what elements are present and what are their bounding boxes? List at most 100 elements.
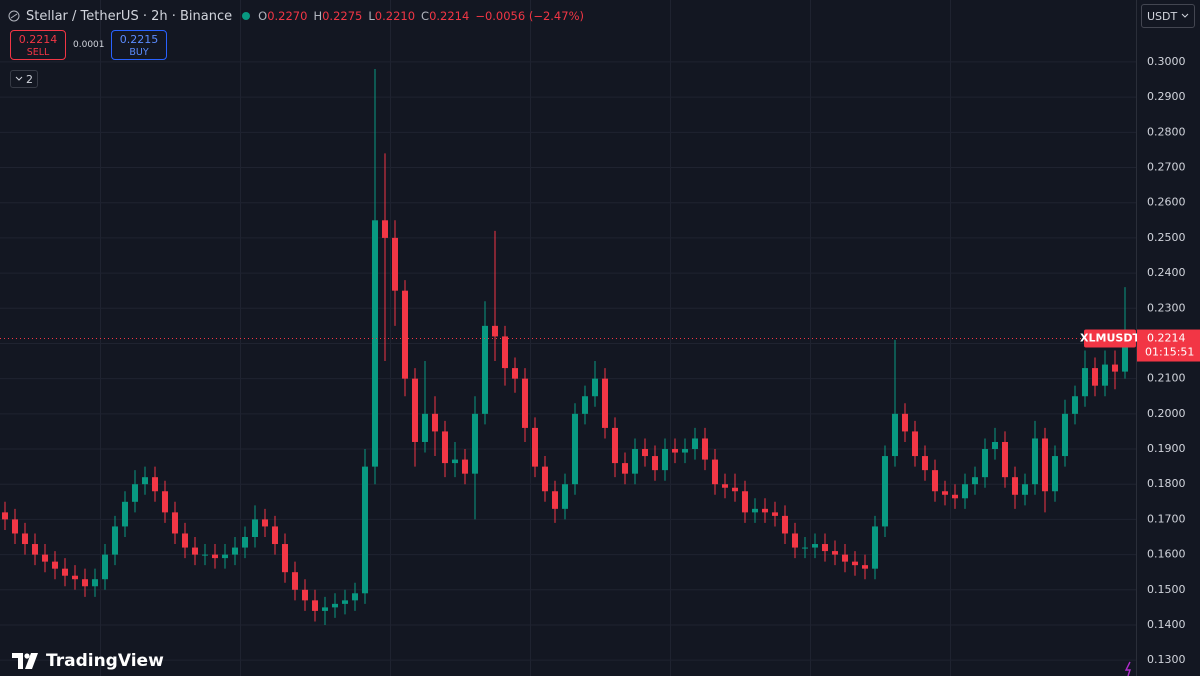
buy-price: 0.2215	[119, 33, 159, 46]
candle-body	[152, 477, 158, 492]
ohlc-key: C	[421, 9, 430, 23]
candle-body	[1042, 438, 1048, 492]
y-tick-label: 0.1300	[1147, 653, 1186, 666]
candle-body	[432, 413, 438, 432]
candle-body	[52, 561, 58, 569]
candle-body	[292, 572, 298, 590]
candle-body	[282, 544, 288, 573]
candle-body	[882, 456, 888, 527]
candle-body	[182, 533, 188, 548]
candle-body	[672, 449, 678, 453]
brand-name: TradingView	[46, 651, 164, 671]
candle-body	[142, 477, 148, 485]
candle-body	[242, 536, 248, 548]
candle-body	[622, 463, 628, 474]
candle-body	[782, 515, 788, 534]
indicators-count: 2	[26, 72, 33, 86]
candle-body	[422, 413, 428, 442]
candle-body	[192, 547, 198, 555]
candle-body	[992, 441, 998, 450]
candle-body	[392, 237, 398, 291]
y-tick-label: 0.1700	[1147, 512, 1186, 525]
candle-body	[592, 378, 598, 397]
candle-body	[2, 512, 8, 520]
candle-body	[32, 544, 38, 555]
candle-body	[962, 484, 968, 499]
candle-body	[172, 512, 178, 534]
y-tick-label: 0.2000	[1147, 407, 1186, 420]
candles	[2, 68, 1128, 625]
y-tick-label: 0.2500	[1147, 231, 1186, 244]
y-tick-label: 0.1400	[1147, 618, 1186, 631]
candle-body	[1012, 477, 1018, 495]
candle-body	[632, 449, 638, 474]
candle-body	[82, 579, 88, 587]
candle-body	[322, 607, 328, 611]
y-tick-label: 0.2400	[1147, 266, 1186, 279]
candle-body	[922, 456, 928, 471]
y-tick-label: 0.1600	[1147, 548, 1186, 561]
candle-body	[362, 466, 368, 594]
grid: 0.1300 0.1400 0.1500 0.1600 0.1700 0.1800 0.19…	[0, 55, 1186, 666]
candle-body	[582, 396, 588, 414]
candle-body	[612, 427, 618, 464]
candle-body	[1022, 484, 1028, 495]
candle-body	[1082, 368, 1088, 397]
currency: USDT	[1147, 9, 1178, 23]
candle-body	[572, 413, 578, 485]
candle-body	[42, 554, 48, 562]
spread: 0.0001	[73, 40, 105, 50]
candle-body	[802, 547, 808, 549]
candle-body	[952, 494, 958, 499]
y-tick-label: 0.2600	[1147, 196, 1186, 209]
candle-body	[62, 568, 68, 576]
buy-button[interactable]: 0.2215 BUY	[111, 30, 167, 60]
candle-body	[162, 491, 168, 513]
candle-body	[752, 508, 758, 513]
candle-body	[22, 533, 28, 545]
candle-body	[902, 413, 908, 432]
price-tag-bg	[1137, 329, 1200, 362]
candle-body	[892, 413, 898, 457]
candle-body	[1032, 438, 1038, 485]
candle-body	[562, 484, 568, 509]
candle-body	[772, 512, 778, 516]
y-tick-label: 0.1500	[1147, 583, 1186, 596]
candle-body	[132, 484, 138, 502]
candle-body	[122, 501, 128, 527]
price-tag: 0.2214	[1147, 332, 1186, 345]
candle-body	[92, 579, 98, 587]
y-tick-label: 0.3000	[1147, 55, 1186, 68]
candle-body	[1122, 338, 1128, 372]
candle-body	[502, 336, 508, 369]
indicators-toggle[interactable]: 2	[10, 70, 38, 88]
candle-body	[642, 449, 648, 457]
ohlc-value: 0.2210	[374, 9, 416, 23]
candle-body	[652, 456, 658, 471]
market-status	[242, 12, 251, 20]
candle-body	[222, 554, 228, 559]
candle-body	[822, 544, 828, 552]
symbol-tag-bg	[1084, 329, 1136, 348]
candle-body	[72, 575, 78, 580]
currency-select[interactable]: USDT	[1141, 4, 1195, 28]
ohlc-value: 0.2214	[429, 9, 470, 23]
sell-button[interactable]: 0.2214 SELL	[10, 30, 66, 60]
y-tick-label: 0.1900	[1147, 442, 1186, 455]
countdown: 01:15:51	[1145, 346, 1194, 359]
sell-label: SELL	[26, 47, 50, 58]
candle-body	[112, 526, 118, 555]
candle-body	[722, 484, 728, 488]
change: −0.0056 (−2.47%)	[475, 9, 584, 23]
candle-body	[792, 533, 798, 548]
candle-body	[1112, 364, 1118, 372]
ohlc-value: 0.2270	[267, 9, 308, 23]
ohlc-key: L	[368, 9, 375, 23]
candle-body	[332, 603, 338, 608]
candle-body	[482, 325, 488, 414]
candle-body	[702, 438, 708, 460]
